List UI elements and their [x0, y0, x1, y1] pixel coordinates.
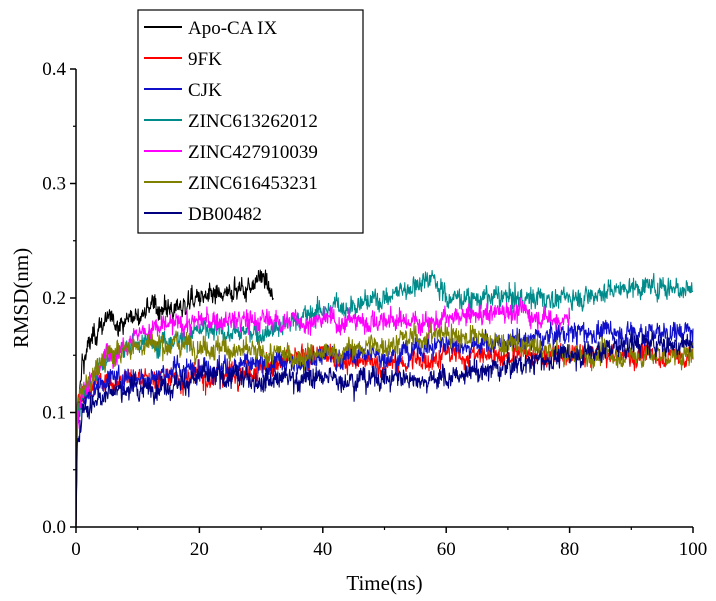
x-tick-label-80: 80: [560, 539, 579, 560]
legend: Apo-CA IX 9FK CJK ZINC613262012 ZINC42791003…: [137, 9, 364, 234]
series-line-zinc427910039: [75, 297, 571, 527]
y-tick-label-0: 0.0: [42, 517, 66, 538]
x-axis-title: Time(ns): [346, 571, 422, 595]
y-tick-label-4: 0.4: [42, 59, 66, 80]
x-tick-label-40: 40: [313, 539, 332, 560]
legend-label-zinc427910039: ZINC427910039: [188, 142, 318, 163]
x-tick-label-60: 60: [437, 539, 456, 560]
legend-label-db00482: DB00482: [188, 204, 262, 225]
x-tick-label-100: 100: [679, 539, 708, 560]
series-line-apo-ca-ix: [75, 269, 274, 526]
series-line-db00482: [75, 332, 694, 525]
legend-label-zinc616453231: ZINC616453231: [188, 173, 318, 194]
y-axis-title: RMSD(nm): [9, 248, 33, 348]
y-tick-label-1: 0.1: [42, 403, 66, 424]
series-line-cjk: [75, 319, 694, 525]
axes-layer: 0 20 40 60 80 100 0.0 0.1 0.2 0.3 0.4 Time(ns) RMSD(…: [9, 59, 707, 595]
series-line-zinc613262012: [75, 269, 694, 528]
legend-label-9fk: 9FK: [188, 49, 222, 70]
x-tick-label-20: 20: [190, 539, 209, 560]
x-tick-label-0: 0: [71, 539, 81, 560]
legend-label-zinc613262012: ZINC613262012: [188, 111, 318, 132]
y-tick-label-3: 0.3: [42, 174, 66, 195]
legend-label-apo-ca-ix: Apo-CA IX: [188, 18, 277, 39]
legend-box: [137, 9, 364, 234]
series-layer: [75, 269, 694, 528]
legend-label-cjk: CJK: [188, 80, 222, 101]
y-tick-label-2: 0.2: [42, 288, 66, 309]
